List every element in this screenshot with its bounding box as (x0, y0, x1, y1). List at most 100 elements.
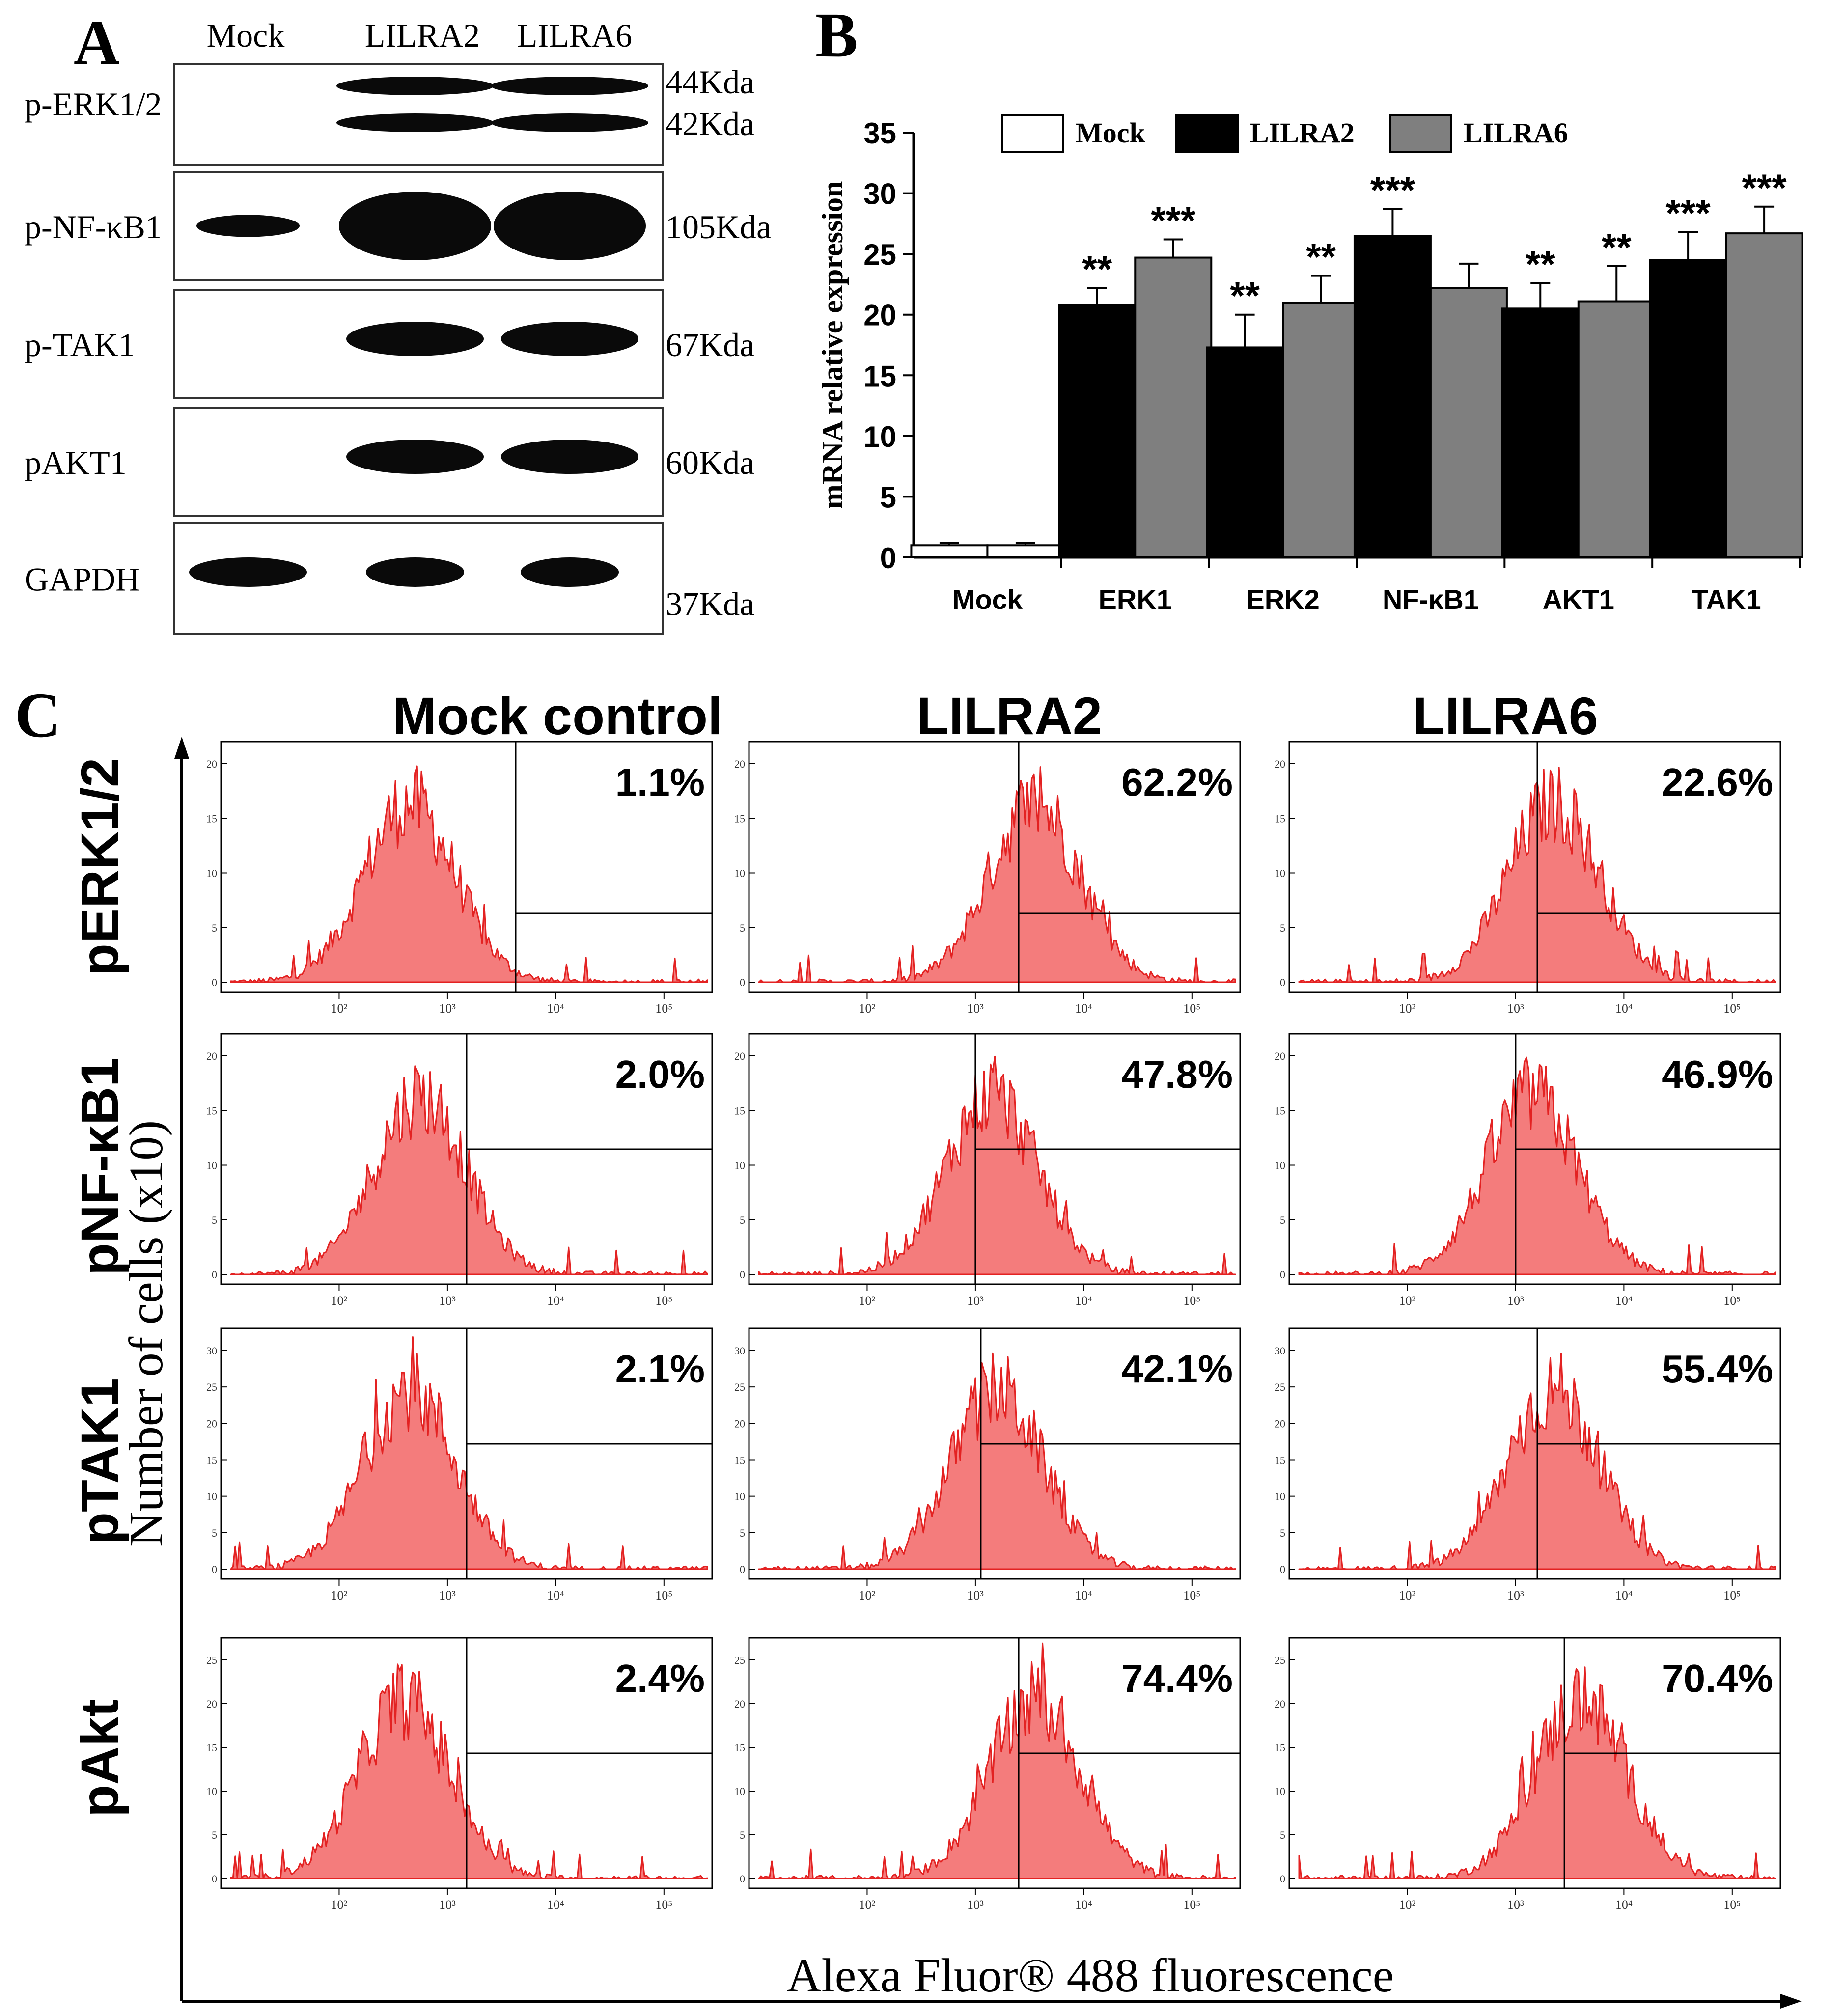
blot-2: p-TAK1 67Kda (25, 289, 754, 399)
histogram-x-tick-label: 10² (331, 1898, 348, 1912)
legend-swatch (1175, 114, 1239, 153)
histogram-y-tick-label: 10 (206, 1491, 217, 1503)
histogram-y-tick-label: 0 (1280, 976, 1285, 989)
histogram-x-tick-label: 10³ (967, 1001, 984, 1016)
histogram-x-tick-label: 10⁵ (1723, 1294, 1741, 1308)
blot-band (196, 215, 300, 237)
histogram-y-tick-label: 5 (740, 1829, 745, 1841)
histogram-y-tick-label: 30 (1275, 1345, 1285, 1357)
y-tick-label: 30 (863, 178, 896, 211)
histogram-x-tick-label: 10³ (1507, 1898, 1524, 1912)
y-tick-label: 5 (880, 481, 896, 514)
histogram-y-tick-label: 20 (1275, 1698, 1285, 1710)
blot-3: pAKT1 60Kda (25, 407, 754, 517)
histogram-y-tick-label: 5 (1280, 922, 1285, 934)
histogram-x-tick-label: 10⁴ (1075, 1294, 1092, 1308)
histogram-curve (230, 1065, 708, 1275)
histogram-x-tick-label: 10⁵ (655, 1001, 672, 1016)
histogram-y-tick-label: 0 (1280, 1563, 1285, 1575)
x-arrow-head (1780, 1994, 1802, 2009)
histogram-curve (758, 1055, 1236, 1275)
x-axis-title: Alexa Fluor® 488 fluorescence (787, 1949, 1394, 2002)
histogram-x-tick-label: 10³ (1507, 1294, 1524, 1308)
bar (910, 544, 989, 559)
histogram-y-tick-label: 5 (212, 1527, 217, 1539)
histogram-x-tick-label: 10² (331, 1294, 348, 1308)
histogram-y-tick-label: 10 (1275, 1491, 1285, 1503)
y-tick-label: 35 (863, 117, 896, 150)
panel-b-letter: B (815, 0, 858, 71)
histogram-x-tick-label: 10² (859, 1898, 876, 1912)
percent-positive: 2.4% (615, 1657, 705, 1700)
histogram-panel: 0 5 10 15 20 25 10² 10³ 10⁴ 10⁵ 2.4% (206, 1637, 713, 1912)
histogram-curve (758, 766, 1236, 983)
histogram-y-tick-label: 5 (1280, 1527, 1285, 1539)
histogram-x-tick-label: 10⁵ (655, 1898, 672, 1912)
histogram-y-tick-label: 15 (1275, 1105, 1285, 1117)
blot-4: GAPDH 37Kda (25, 522, 754, 635)
histogram-x-tick-label: 10² (1399, 1898, 1416, 1912)
percent-positive: 55.4% (1662, 1347, 1773, 1391)
row-label: pNF-κB1 (70, 1057, 129, 1275)
blot-band (336, 113, 494, 132)
histogram-y-tick-label: 15 (206, 1741, 217, 1754)
histogram-x-tick-label: 10⁵ (1183, 1898, 1200, 1912)
significance-stars: *** (1742, 166, 1787, 209)
histogram-x-tick-label: 10⁴ (1075, 1001, 1092, 1016)
x-tick-label: ERK2 (1246, 584, 1319, 615)
x-tick-label: ERK1 (1099, 584, 1172, 615)
histogram-x-tick-label: 10⁵ (655, 1294, 672, 1308)
histogram-y-tick-label: 20 (1275, 758, 1285, 770)
legend-label: LILRA6 (1464, 117, 1568, 149)
band-size-label: 37Kda (666, 585, 754, 623)
histogram-x-tick-label: 10³ (439, 1898, 456, 1912)
histogram-y-tick-label: 20 (734, 1698, 745, 1710)
histogram-curve (1298, 1666, 1776, 1879)
y-tick-label: 25 (863, 238, 896, 271)
bar (1649, 259, 1727, 558)
legend-swatch (1389, 114, 1452, 153)
histogram-y-tick-label: 25 (734, 1381, 745, 1393)
histogram-y-tick-label: 30 (206, 1345, 217, 1357)
histogram-x-tick-label: 10³ (439, 1001, 456, 1016)
blot-label: p-TAK1 (25, 326, 135, 363)
percent-positive: 2.0% (615, 1052, 705, 1096)
y-arrow-head (174, 737, 189, 759)
significance-stars: ** (1082, 247, 1112, 290)
blot-1: p-NF-κB1 105Kda (25, 171, 771, 281)
histogram-x-tick-label: 10³ (439, 1588, 456, 1602)
band-size-label: 105Kda (666, 208, 771, 246)
y-tick-label: 15 (863, 359, 896, 392)
x-tick-label: TAK1 (1692, 584, 1761, 615)
percent-positive: 1.1% (615, 760, 705, 804)
histogram-y-tick-label: 0 (212, 1873, 217, 1885)
histogram-panel: 0 5 10 15 20 10² 10³ 10⁴ 10⁵ 1.1% (206, 741, 713, 1016)
histogram-y-tick-label: 0 (740, 1873, 745, 1885)
y-tick-label: 10 (863, 420, 896, 453)
histogram-y-tick-label: 0 (212, 1563, 217, 1575)
x-tick-label: AKT1 (1543, 584, 1614, 615)
histogram-x-tick-label: 10⁴ (1615, 1588, 1633, 1602)
histogram-y-tick-label: 0 (1280, 1269, 1285, 1281)
histogram-x-tick-label: 10² (859, 1001, 876, 1016)
bar (1134, 256, 1213, 558)
histogram-x-tick-label: 10³ (1507, 1588, 1524, 1602)
y-axis-title: Number of cells (x10) (120, 1120, 173, 1547)
histogram-y-tick-label: 5 (1280, 1214, 1285, 1226)
histogram-curve (758, 1352, 1236, 1570)
histogram-y-tick-label: 25 (1275, 1381, 1285, 1393)
percent-positive: 22.6% (1662, 760, 1773, 804)
x-tick-label: NF-κB1 (1383, 584, 1479, 615)
histogram-y-tick-label: 15 (1275, 1741, 1285, 1754)
panel-b-bar-chart: B 0 5 10 15 20 25 30 35 mRNA relative expression… (815, 0, 1803, 615)
blot-band (346, 322, 484, 356)
histogram-x-tick-label: 10³ (967, 1294, 984, 1308)
percent-positive: 42.1% (1121, 1347, 1233, 1391)
bar (1282, 302, 1360, 558)
bar (1058, 304, 1137, 558)
histogram-y-tick-label: 5 (740, 1527, 745, 1539)
row-label: pTAK1 (70, 1378, 129, 1545)
x-tick-label: Mock (952, 584, 1023, 615)
histogram-y-tick-label: 0 (1280, 1873, 1285, 1885)
